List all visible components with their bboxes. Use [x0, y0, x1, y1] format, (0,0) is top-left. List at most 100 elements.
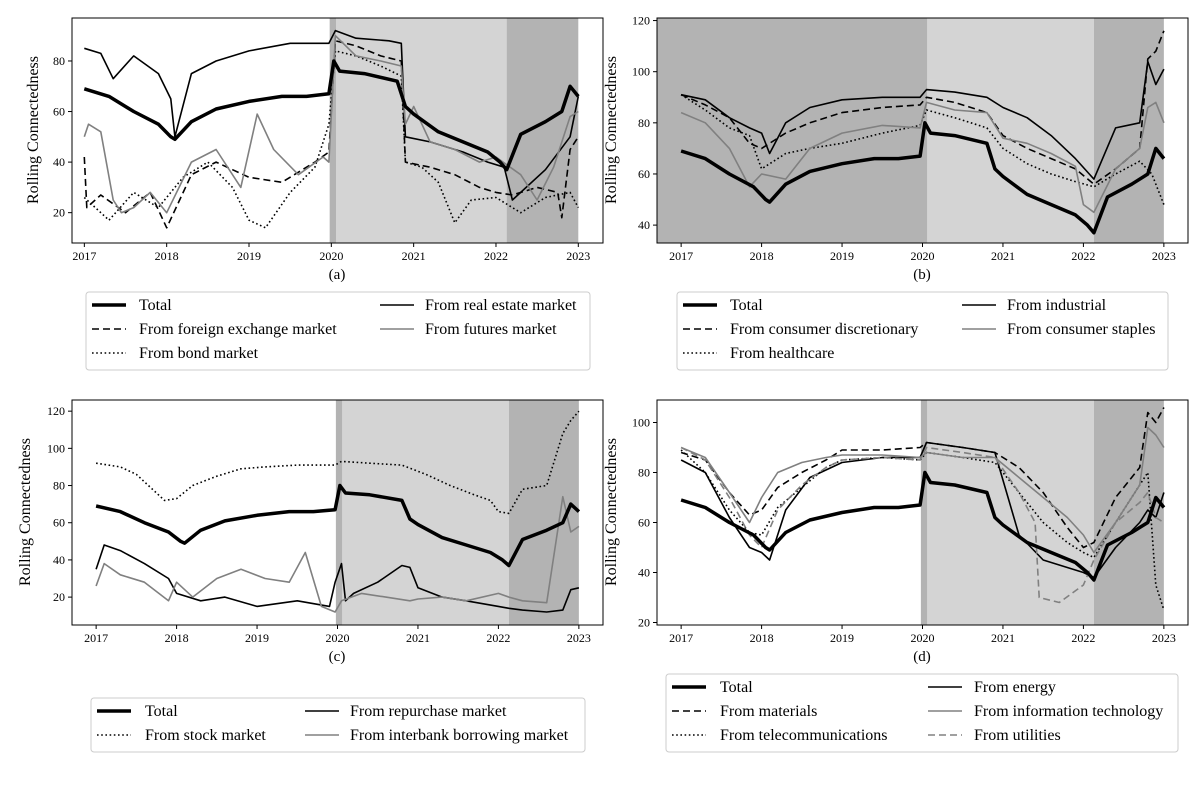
- y-tick-label: 40: [638, 566, 650, 580]
- panel-b: 2017 2018 2019 2020 2021 2022 2023 40 60 80 100 120…: [603, 14, 1189, 371]
- y-axis-label: Rolling Connectedness: [603, 438, 620, 586]
- legend-label: From telecommunications: [720, 727, 888, 744]
- legend-frame: [676, 291, 1169, 371]
- y-axis-label: Rolling Connectedness: [17, 438, 34, 586]
- legend-frame: [665, 673, 1179, 753]
- y-tick-label: 120: [632, 14, 650, 28]
- legend-label: From interbank borrowing market: [350, 727, 569, 744]
- x-tick-label: 2020: [911, 631, 935, 645]
- y-tick-label: 60: [638, 167, 650, 181]
- x-tick-label: 2022: [486, 631, 510, 645]
- x-tick-label: 2019: [245, 631, 269, 645]
- panel-a: 2017 2018 2019 2020 2021 2022 2023 20 40 60 80 Roll…: [25, 17, 604, 371]
- legend-label: Total: [139, 297, 172, 314]
- x-tick-label: 2017: [669, 631, 693, 645]
- shaded-region-2: [927, 400, 1094, 625]
- legend-label: From consumer discretionary: [730, 321, 918, 338]
- y-tick-label: 40: [53, 155, 65, 169]
- legend-label: Total: [730, 297, 763, 314]
- x-tick-label: 2020: [319, 249, 343, 263]
- legend-label: From futures market: [425, 321, 557, 338]
- shaded-region-2: [342, 400, 509, 625]
- legend-label: Total: [145, 703, 178, 720]
- panel-caption: (d): [913, 649, 931, 665]
- panel-d: 2017 2018 2019 2020 2021 2022 2023 20 40 60 80 100 R…: [603, 399, 1189, 753]
- legend-label: From foreign exchange market: [139, 321, 337, 338]
- legend: Total From materials From telecommunicatio…: [665, 673, 1179, 753]
- x-tick-label: 2018: [165, 631, 189, 645]
- y-tick-label: 100: [632, 416, 650, 430]
- legend-label: From stock market: [145, 727, 266, 744]
- legend-label: From energy: [974, 679, 1056, 696]
- y-tick-label: 100: [47, 441, 65, 455]
- series-line-2: [83, 50, 580, 229]
- x-tick-label: 2023: [567, 631, 591, 645]
- x-tick-label: 2018: [155, 249, 179, 263]
- series-line-3: [680, 441, 1165, 579]
- y-axis-label: Rolling Connectedness: [603, 56, 620, 204]
- x-tick-label: 2023: [1152, 631, 1176, 645]
- legend-label: From utilities: [974, 727, 1061, 744]
- x-tick-label: 2019: [830, 631, 854, 645]
- series-line-2: [680, 94, 1165, 205]
- y-tick-label: 60: [53, 105, 65, 119]
- panel-caption: (c): [329, 649, 346, 665]
- x-tick-label: 2017: [669, 249, 693, 263]
- x-tick-label: 2018: [750, 631, 774, 645]
- x-tick-label: 2020: [326, 631, 350, 645]
- y-tick-label: 80: [53, 479, 65, 493]
- axes-frame: [71, 17, 604, 244]
- y-tick-label: 40: [638, 218, 650, 232]
- series-line-1: [680, 407, 1165, 549]
- y-tick-label: 20: [53, 206, 65, 220]
- series-line-5: [680, 446, 1165, 604]
- y-tick-label: 80: [638, 116, 650, 130]
- y-tick-label: 60: [53, 516, 65, 530]
- series-line-3: [680, 60, 1165, 180]
- y-tick-label: 120: [47, 404, 65, 418]
- legend-label: From information technology: [974, 703, 1163, 720]
- legend-label: From industrial: [1007, 297, 1107, 314]
- legend: Total From consumer discretionary From hea…: [676, 291, 1169, 371]
- y-axis-label: Rolling Connectedness: [25, 56, 42, 204]
- series-line-0: [680, 121, 1166, 235]
- y-tick-label: 20: [638, 616, 650, 630]
- x-tick-label: 2022: [1071, 249, 1095, 263]
- x-tick-label: 2021: [991, 631, 1015, 645]
- x-tick-label: 2023: [566, 249, 590, 263]
- x-tick-label: 2019: [830, 249, 854, 263]
- y-tick-label: 80: [53, 54, 65, 68]
- x-tick-label: 2022: [484, 249, 508, 263]
- y-tick-label: 40: [53, 553, 65, 567]
- legend-frame: [85, 291, 591, 371]
- x-tick-label: 2021: [406, 631, 430, 645]
- legend-frame: [90, 697, 586, 753]
- y-tick-label: 20: [53, 590, 65, 604]
- x-tick-label: 2021: [991, 249, 1015, 263]
- x-tick-label: 2022: [1071, 631, 1095, 645]
- x-tick-label: 2021: [402, 249, 426, 263]
- panel-c: 2017 2018 2019 2020 2021 2022 2023 20 40 60 80 100 1…: [17, 399, 604, 753]
- legend: Total From stock market From repurchase ma…: [90, 697, 586, 753]
- legend-label: Total: [720, 679, 753, 696]
- series-line-0: [83, 59, 580, 172]
- x-tick-label: 2019: [237, 249, 261, 263]
- legend-label: From healthcare: [730, 345, 834, 362]
- series-line-4: [680, 101, 1165, 214]
- shaded-region-2: [927, 18, 1094, 243]
- series-line-1: [83, 39, 579, 229]
- panel-caption: (b): [913, 267, 931, 283]
- y-tick-label: 100: [632, 65, 650, 79]
- shaded-region-3: [506, 18, 579, 243]
- series-line-0: [95, 483, 581, 568]
- legend-label: From consumer staples: [1007, 321, 1155, 338]
- shaded-region-1: [920, 400, 928, 625]
- series-line-2: [680, 449, 1165, 611]
- legend-label: From repurchase market: [350, 703, 507, 720]
- panel-caption: (a): [329, 267, 346, 283]
- legend: Total From foreign exchange market From bo…: [85, 291, 591, 371]
- x-tick-label: 2020: [911, 249, 935, 263]
- series-line-0: [680, 470, 1166, 582]
- legend-label: From bond market: [139, 345, 259, 362]
